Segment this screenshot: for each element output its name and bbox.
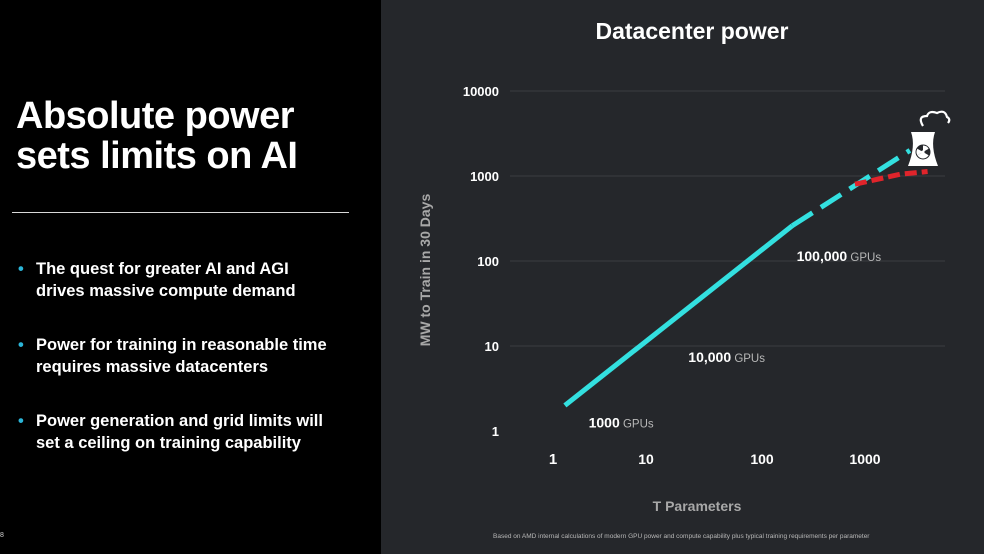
x-tick-label: 100	[750, 451, 774, 467]
y-tick-label: 1000	[470, 169, 499, 184]
y-tick-labels: 10000 1000 100 10 1	[463, 84, 499, 439]
nuclear-cooling-tower-icon	[908, 110, 951, 166]
x-tick-label: 10	[638, 451, 654, 467]
bullet-line: requires massive datacenters	[36, 358, 269, 376]
series-line-2	[790, 148, 912, 228]
chart-title: Datacenter power	[595, 18, 789, 44]
bullet-line: The quest for greater AI and AGI	[36, 260, 289, 278]
page-number: 8	[0, 532, 4, 539]
bullet-item: Power generation and grid limits will se…	[16, 410, 361, 454]
x-tick-labels: 1 10 100 1000	[549, 451, 881, 468]
bullet-list: The quest for greater AI and AGI drives …	[16, 258, 361, 486]
title-divider	[12, 212, 349, 213]
gpu-annotation: 1000 GPUs	[589, 414, 654, 430]
bullet-line: set a ceiling on training capability	[36, 434, 301, 452]
slide-title: Absolute power sets limits on AI	[16, 96, 356, 176]
bullet-line: drives massive compute demand	[36, 282, 296, 300]
gpu-annotation-unit: GPUs	[620, 418, 654, 430]
slide-title-line1: Absolute power	[16, 95, 295, 137]
bullet-item: The quest for greater AI and AGI drives …	[16, 258, 361, 302]
gpu-annotation: 10,000 GPUs	[688, 349, 765, 365]
chart-grid	[510, 90, 945, 347]
gpu-annotation-value: 100,000	[797, 248, 848, 264]
gpu-annotation: 100,000 GPUs	[797, 248, 882, 264]
chart-panel	[381, 0, 984, 554]
footnote: Based on AMD internal calculations of mo…	[493, 533, 870, 540]
y-axis-label: MW to Train in 30 Days	[417, 194, 433, 347]
y-tick-label: 1	[492, 424, 499, 439]
y-tick-label: 10	[485, 339, 499, 354]
gpu-annotation-value: 1000	[589, 414, 620, 430]
x-tick-label: 1	[549, 451, 557, 468]
series-line-1	[563, 223, 794, 408]
y-tick-label: 10000	[463, 84, 499, 99]
x-tick-label: 1000	[849, 451, 880, 467]
slide-title-line2: sets limits on AI	[16, 135, 298, 177]
chart-series	[563, 148, 928, 408]
left-panel: Absolute power sets limits on AI The que…	[0, 0, 381, 554]
x-axis-label: T Parameters	[653, 498, 742, 514]
bullet-line: Power generation and grid limits will	[36, 412, 323, 430]
gpu-annotation-unit: GPUs	[731, 353, 765, 365]
gpu-annotation-value: 10,000	[688, 349, 731, 365]
gpu-annotation-unit: GPUs	[847, 252, 881, 264]
bullet-line: Power for training in reasonable time	[36, 336, 327, 354]
y-tick-label: 100	[477, 254, 499, 269]
bullet-item: Power for training in reasonable time re…	[16, 334, 361, 378]
